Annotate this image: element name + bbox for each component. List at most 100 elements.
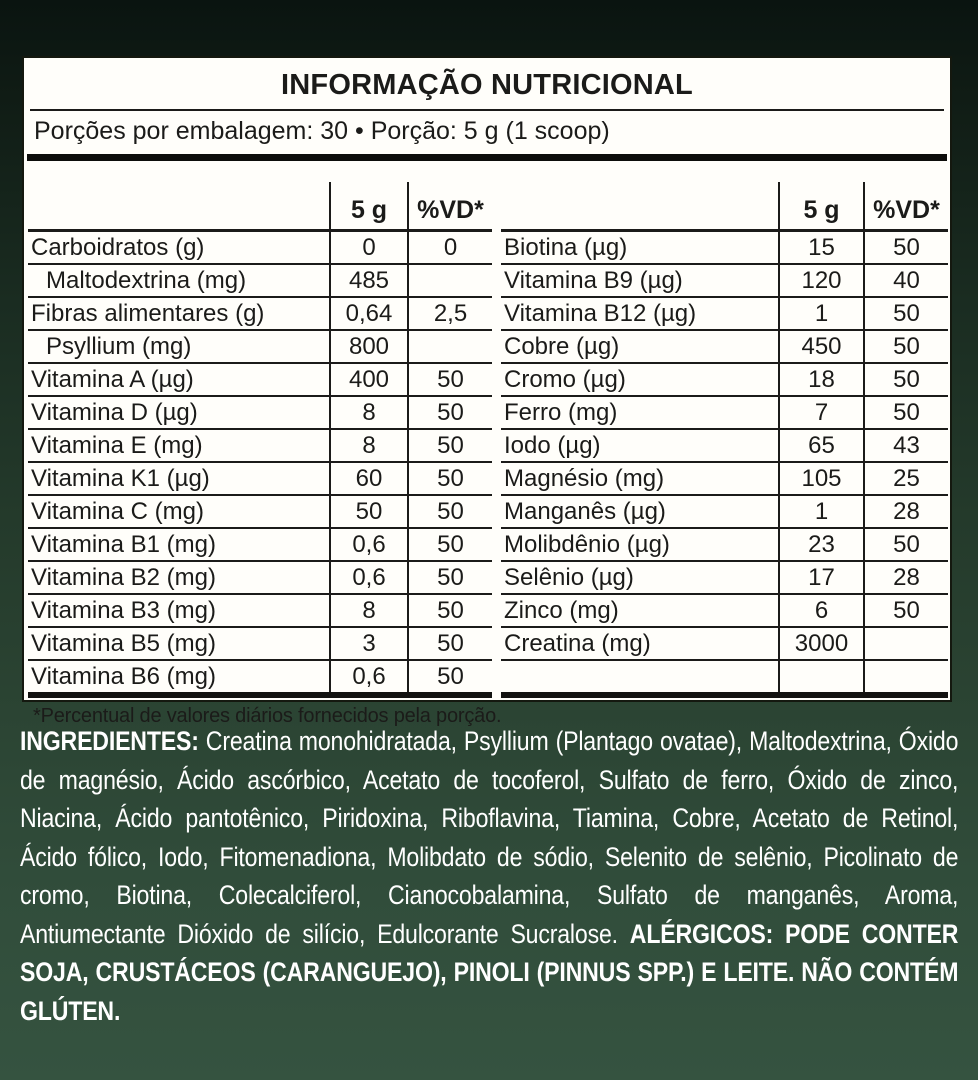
dv-cell: 50: [407, 627, 492, 661]
column-header-nutrient: [501, 182, 779, 232]
table-row: Selênio (µg) 17 28: [501, 561, 948, 595]
dv-cell: 50: [863, 330, 948, 364]
table-row: Cromo (µg) 18 50: [501, 363, 948, 397]
nutrient-name-cell: Vitamina B6 (mg): [31, 662, 216, 690]
amount-cell: 485: [329, 264, 408, 298]
dv-cell: 50: [863, 396, 948, 430]
nutrient-name-cell: Magnésio (mg): [501, 462, 779, 496]
dv-cell: 50: [407, 396, 492, 430]
nutrient-name-cell: Biotina (µg): [501, 230, 779, 265]
amount-cell: 18: [778, 363, 864, 397]
table-row: Vitamina A (µg) 400 50: [28, 363, 492, 397]
table-row: Vitamina B3 (mg) 8 50: [28, 594, 492, 628]
dv-cell: 50: [407, 462, 492, 496]
table-row: Molibdênio (µg) 23 50: [501, 528, 948, 562]
dv-cell: 25: [863, 462, 948, 496]
dv-cell: 50: [407, 660, 492, 692]
amount-cell: 17: [778, 561, 864, 595]
amount-cell: 1: [778, 297, 864, 331]
amount-cell: 0: [329, 230, 408, 265]
nutrient-name-cell: Cromo (µg): [501, 363, 779, 397]
table-row: Maltodextrina (mg) 485: [28, 264, 492, 298]
amount-cell: 105: [778, 462, 864, 496]
nutrient-name-cell: Vitamina K1 (µg): [28, 462, 330, 496]
table-row: Psyllium (mg) 800: [28, 330, 492, 364]
amount-cell: 450: [778, 330, 864, 364]
dv-cell: [863, 660, 948, 692]
nutrient-table-left: 5 g %VD* Carboidratos (g) 0 0 Maltodextrina…: [28, 182, 492, 692]
amount-cell: 8: [329, 429, 408, 463]
amount-cell: 23: [778, 528, 864, 562]
dv-cell: 2,5: [407, 297, 492, 331]
servings-line: Porções por embalagem: 30 • Porção: 5 g …: [34, 117, 610, 145]
dv-cell: [407, 330, 492, 364]
dv-cell: 43: [863, 429, 948, 463]
nutrient-name-cell: Psyllium (mg): [28, 330, 330, 364]
nutrient-name-cell: Ferro (mg): [501, 396, 779, 430]
table-row: Vitamina B9 (µg) 120 40: [501, 264, 948, 298]
amount-cell: 8: [329, 594, 408, 628]
nutrient-name-cell: [501, 660, 779, 692]
nutrient-name-cell: Selênio (µg): [501, 561, 779, 595]
table-row: Vitamina E (mg) 8 50: [28, 429, 492, 463]
table-row: Vitamina C (mg) 50 50: [28, 495, 492, 529]
table-row: Magnésio (mg) 105 25: [501, 462, 948, 496]
nutrient-name-cell: Carboidratos (g): [28, 230, 330, 265]
amount-cell: 3000: [778, 627, 864, 661]
amount-cell: 50: [329, 495, 408, 529]
ingredients-label: INGREDIENTES:: [20, 726, 199, 756]
dv-cell: 28: [863, 495, 948, 529]
amount-cell: 1: [778, 495, 864, 529]
nutrient-name-cell: Vitamina B12 (µg): [501, 297, 779, 331]
nutrient-tables: 5 g %VD* Carboidratos (g) 0 0 Maltodextrina…: [24, 182, 950, 698]
table-row: Vitamina B1 (mg) 0,6 50: [28, 528, 492, 562]
dv-cell: 40: [863, 264, 948, 298]
nutrient-name-cell: Vitamina A (µg): [28, 363, 330, 397]
dv-cell: 50: [863, 594, 948, 628]
amount-cell: 3: [329, 627, 408, 661]
nutrient-table-right: 5 g %VD* Biotina (µg) 15 50 Vitamina B9 (µg…: [501, 182, 948, 692]
nutrition-facts-panel: INFORMAÇÃO NUTRICIONAL Porções por embal…: [22, 56, 952, 727]
dv-cell: 50: [863, 297, 948, 331]
table-row: Vitamina B12 (µg) 1 50: [501, 297, 948, 331]
dv-cell: 50: [407, 495, 492, 529]
table-header-row: 5 g %VD*: [28, 182, 492, 232]
amount-cell: 8: [329, 396, 408, 430]
nutrient-name-cell: Manganês (µg): [501, 495, 779, 529]
column-header-amount: 5 g: [329, 182, 408, 232]
table-row-empty: [501, 660, 948, 692]
daily-value-footnote: *Percentual de valores diários fornecido…: [33, 705, 502, 727]
ingredients-text: Creatina monohidratada, Psyllium (Planta…: [20, 726, 959, 949]
nutrient-name-cell: Vitamina B5 (mg): [28, 627, 330, 661]
amount-cell: 15: [778, 230, 864, 265]
table-row: Vitamina B5 (mg) 3 50: [28, 627, 492, 661]
amount-cell: 0,6: [329, 528, 408, 562]
nutrient-name-cell: Creatina (mg): [501, 627, 779, 661]
amount-cell: 120: [778, 264, 864, 298]
table-row: Vitamina B2 (mg) 0,6 50: [28, 561, 492, 595]
amount-cell: 60: [329, 462, 408, 496]
nutrient-name-cell: Vitamina D (µg): [28, 396, 330, 430]
table-row: Vitamina K1 (µg) 60 50: [28, 462, 492, 496]
nutrient-name-cell: Cobre (µg): [501, 330, 779, 364]
column-header-amount: 5 g: [778, 182, 864, 232]
amount-cell: 0,6: [329, 561, 408, 595]
nutrient-name-cell: Vitamina C (mg): [28, 495, 330, 529]
title-divider: [30, 109, 944, 111]
dv-cell: 50: [407, 363, 492, 397]
column-header-dv: %VD*: [407, 182, 492, 232]
nutrient-table-left-wrap: 5 g %VD* Carboidratos (g) 0 0 Maltodextrina…: [28, 182, 492, 698]
dv-cell: 50: [863, 528, 948, 562]
nutrient-name-cell: Vitamina B1 (mg): [28, 528, 330, 562]
table-body-left: Carboidratos (g) 0 0 Maltodextrina (mg) 485 F…: [28, 230, 492, 692]
table-row: Ferro (mg) 7 50: [501, 396, 948, 430]
amount-cell: 800: [329, 330, 408, 364]
table-row: Carboidratos (g) 0 0: [28, 230, 492, 265]
table-row: Vitamina D (µg) 8 50: [28, 396, 492, 430]
nutrient-name-cell: Vitamina B3 (mg): [28, 594, 330, 628]
table-row: Zinco (mg) 6 50: [501, 594, 948, 628]
dv-cell: 50: [863, 363, 948, 397]
dv-cell: 0: [407, 230, 492, 265]
allergen-statement: ALÉRGICOS: PODE CONTER SOJA, CRUSTÁCEOS …: [20, 918, 959, 1026]
